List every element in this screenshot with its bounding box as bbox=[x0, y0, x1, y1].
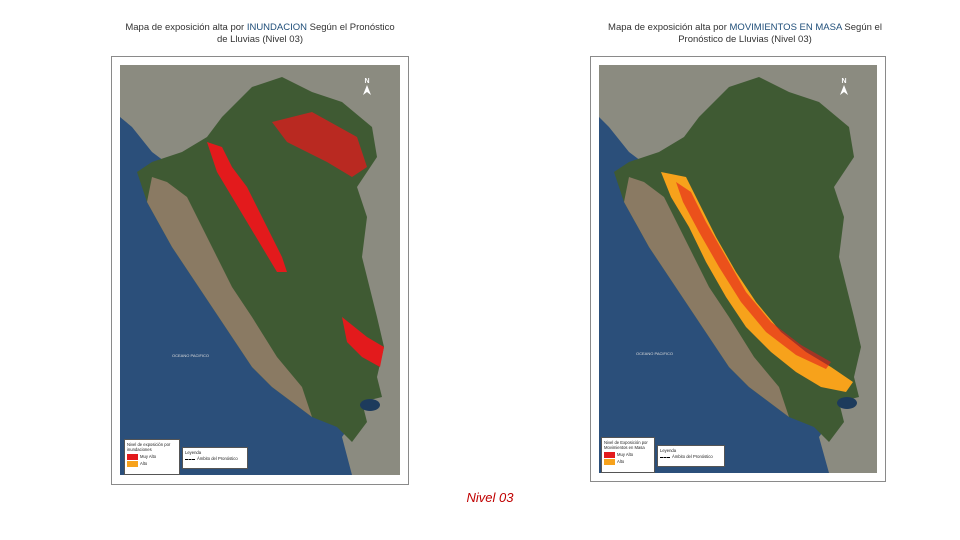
lake-titicaca bbox=[837, 397, 857, 409]
left-map-title: Mapa de exposición alta por INUNDACION S… bbox=[125, 22, 395, 46]
high-swatch bbox=[604, 458, 615, 465]
landslide-exposure-map[interactable]: N OCEANO PACIFICO Nivel de Exposición po… bbox=[590, 56, 886, 482]
right-map-title: Mapa de exposición alta por MOVIMIENTOS … bbox=[608, 22, 882, 46]
andes-coast bbox=[147, 177, 312, 417]
scope-line-icon bbox=[660, 456, 670, 458]
lake-titicaca bbox=[360, 399, 380, 411]
flood-zone-central bbox=[207, 142, 287, 272]
flood-legend-scope: Leyenda Ámbito del Pronóstico bbox=[182, 447, 248, 469]
north-arrow-icon bbox=[840, 85, 848, 95]
level-label: Nivel 03 bbox=[466, 490, 514, 505]
flood-map-canvas: N OCEANO PACIFICO bbox=[120, 65, 400, 475]
high-swatch bbox=[127, 460, 138, 467]
legend-item-very-high: Muy Alto bbox=[127, 453, 177, 460]
north-arrow-label: N bbox=[364, 78, 369, 85]
legend-title: Nivel de exposición por inundaciones bbox=[127, 442, 171, 453]
north-arrow-label: N bbox=[841, 78, 846, 85]
legend-item-high: Alto bbox=[604, 458, 652, 465]
landslide-map-canvas: N OCEANO PACIFICO bbox=[599, 65, 877, 473]
landslide-zone-very-high bbox=[676, 182, 831, 369]
very-high-swatch bbox=[127, 453, 138, 460]
north-arrow-icon bbox=[363, 85, 371, 95]
flood-legend: Nivel de exposición por inundaciones Muy… bbox=[124, 439, 180, 475]
legend-item-very-high: Muy Alto bbox=[604, 451, 652, 458]
flood-zone-north bbox=[272, 112, 367, 177]
legend-item-high: Alto bbox=[127, 460, 177, 467]
landslide-legend: Nivel de Exposición por Movimientos en M… bbox=[601, 437, 655, 473]
andes-coast bbox=[624, 177, 789, 417]
legend-title: Nivel de Exposición por Movimientos en M… bbox=[604, 440, 648, 451]
scope-line-icon bbox=[185, 458, 195, 460]
flood-exposure-map[interactable]: N OCEANO PACIFICO Nivel de exposición po… bbox=[111, 56, 409, 485]
landslide-zone-high bbox=[661, 172, 853, 392]
landslide-legend-scope: Leyenda Ámbito del Pronóstico bbox=[657, 445, 725, 467]
ocean-label: OCEANO PACIFICO bbox=[636, 351, 673, 356]
very-high-swatch bbox=[604, 451, 615, 458]
peru-land bbox=[137, 77, 384, 442]
ocean-label: OCEANO PACIFICO bbox=[172, 353, 209, 358]
flood-zone-south bbox=[342, 317, 384, 367]
